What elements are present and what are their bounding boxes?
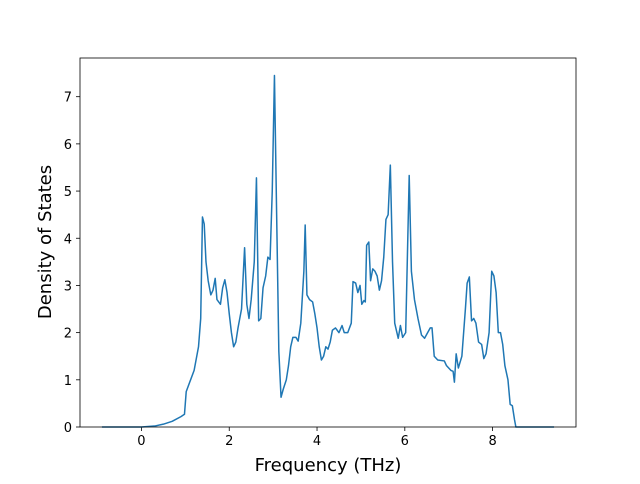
data-line: [101, 74, 555, 428]
plot-frame: [79, 57, 577, 428]
y-axis-label: Density of States: [35, 165, 56, 319]
y-tick-label: 5: [64, 185, 72, 200]
x-tick-label: 8: [488, 434, 496, 449]
y-tick-label: 3: [64, 279, 72, 294]
x-axis-label: Frequency (THz): [255, 455, 402, 476]
y-tick-label: 7: [64, 91, 72, 106]
y-tick-label: 6: [64, 138, 72, 153]
x-tick-label: 6: [401, 434, 409, 449]
x-tick-label: 4: [313, 434, 321, 449]
y-tick-label: 1: [64, 374, 72, 389]
y-tick-label: 0: [64, 421, 72, 436]
y-tick-label: 2: [64, 327, 72, 342]
x-tick-label: 2: [225, 434, 233, 449]
y-tick-label: 4: [64, 232, 72, 247]
x-tick-label: 0: [137, 434, 145, 449]
